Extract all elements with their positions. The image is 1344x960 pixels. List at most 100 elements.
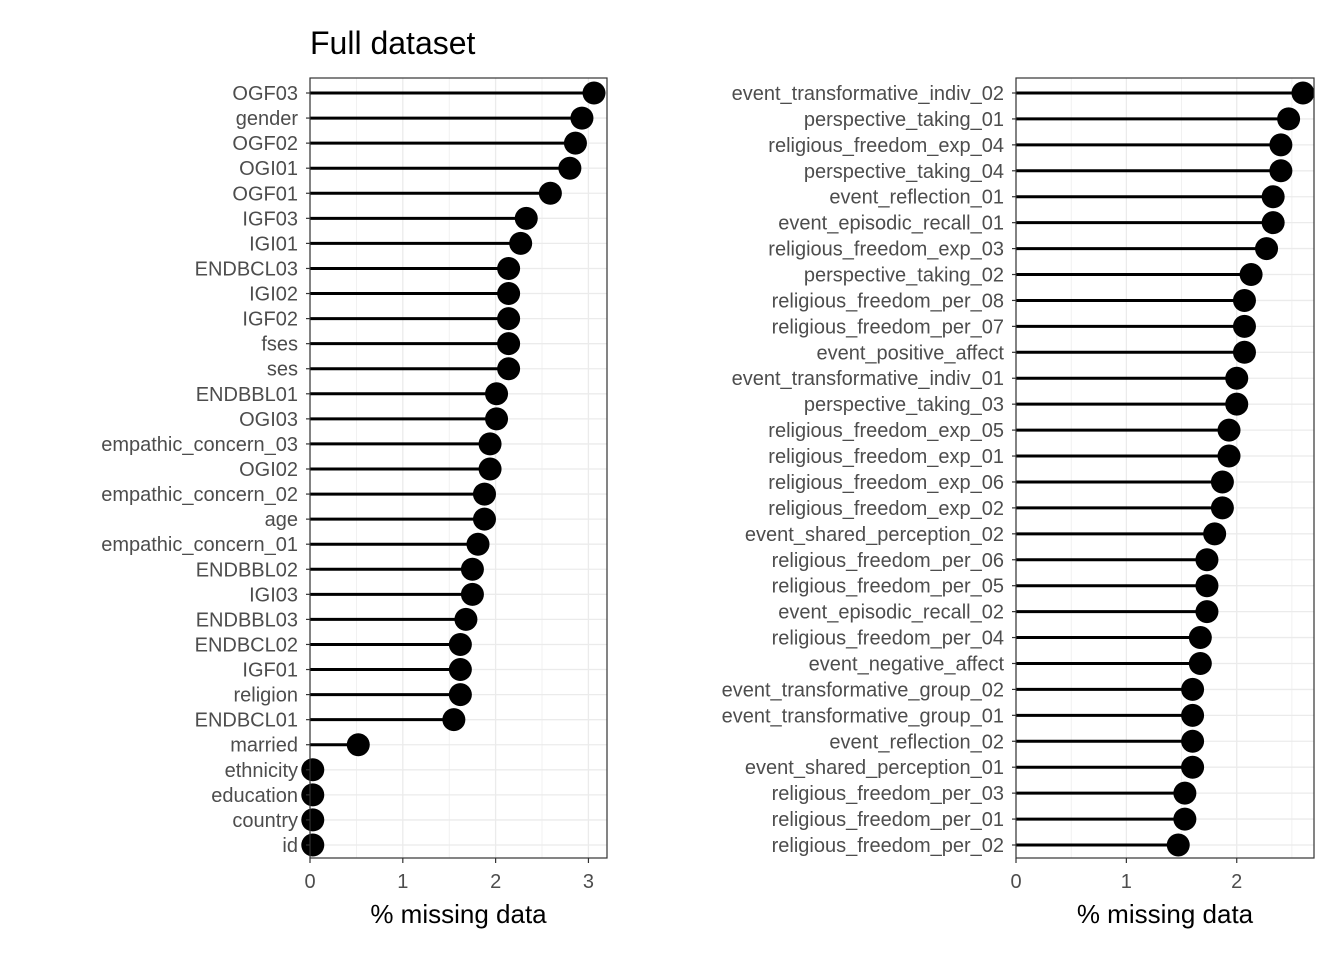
category-label: IGF03 [242, 208, 298, 230]
x-axis-ticks: 0 1 2 3 [304, 858, 594, 893]
x-tick-label: 3 [583, 871, 594, 893]
lollipop-point [570, 106, 594, 130]
lollipop-point [1261, 185, 1285, 209]
lollipop-point [1188, 651, 1212, 675]
category-label: religious_freedom_exp_04 [768, 135, 1004, 157]
lollipop-point [478, 457, 502, 481]
category-label: religious_freedom_exp_06 [768, 472, 1004, 494]
category-label: event_transformative_indiv_01 [732, 368, 1004, 390]
lollipop-point [1269, 159, 1293, 183]
lollipop-point [1195, 600, 1219, 624]
lollipop-point [1166, 833, 1190, 857]
lollipop-point [448, 658, 472, 682]
category-label: OGF03 [232, 83, 298, 105]
lollipop-point [558, 156, 582, 180]
category-label: id [282, 835, 298, 857]
lollipop-point [301, 833, 325, 857]
lollipop-point [448, 683, 472, 707]
category-label: ses [267, 359, 298, 381]
category-label: OGI02 [239, 459, 298, 481]
lollipop-point [1269, 133, 1293, 157]
category-label: married [230, 735, 298, 757]
lollipop-point [1261, 211, 1285, 235]
lollipop-point [1291, 81, 1315, 105]
lollipop-point [301, 758, 325, 782]
category-label: religious_freedom_exp_02 [768, 498, 1004, 520]
category-label: empathic_concern_03 [101, 434, 298, 456]
panel-background [1016, 78, 1314, 858]
category-label: IGF02 [242, 309, 298, 331]
lollipop-point [1195, 574, 1219, 598]
category-label: OGF02 [232, 133, 298, 155]
category-label: event_episodic_recall_02 [778, 602, 1004, 624]
category-labels: OGF03 gender OGF02 OGI01 OGF01 IGF03 IGI01 ENDB… [101, 83, 310, 857]
lollipop-point [454, 607, 478, 631]
lollipop-point [538, 181, 562, 205]
category-label: perspective_taking_03 [804, 394, 1004, 416]
category-label: event_reflection_02 [829, 731, 1004, 753]
category-label: religious_freedom_per_08 [772, 290, 1004, 312]
lollipop-point [1203, 522, 1227, 546]
category-label: event_transformative_group_01 [722, 705, 1004, 727]
lollipop-point [1232, 340, 1256, 364]
category-label: IGI03 [249, 584, 298, 606]
category-label: religious_freedom_per_06 [772, 550, 1004, 572]
lollipop-point [1217, 418, 1241, 442]
category-label: ENDBCL03 [195, 258, 298, 280]
category-label: event_positive_affect [816, 342, 1004, 364]
category-label: ENDBBL01 [196, 384, 298, 406]
category-label: age [265, 509, 298, 531]
x-tick-label: 1 [397, 871, 408, 893]
x-tick-label: 0 [304, 871, 315, 893]
lollipop-point [1173, 807, 1197, 831]
category-label: religious_freedom_exp_05 [768, 420, 1004, 442]
lollipop-point [478, 432, 502, 456]
lollipop-point [563, 131, 587, 155]
lollipop-point [1255, 237, 1279, 261]
category-label: ENDBBL02 [196, 559, 298, 581]
panel-event-items: event_transformative_indiv_02 perspective… [722, 77, 1315, 929]
panel-border [1015, 77, 1315, 859]
category-label: perspective_taking_04 [804, 161, 1004, 183]
lollipop-point [1210, 470, 1234, 494]
lollipop-point [466, 532, 490, 556]
lollipop-point [1188, 626, 1212, 650]
lollipop-point [346, 733, 370, 757]
x-tick-label: 2 [490, 871, 501, 893]
category-label: perspective_taking_02 [804, 265, 1004, 287]
category-label: religious_freedom_per_02 [772, 835, 1004, 857]
lollipop-point [582, 81, 606, 105]
category-label: IGF01 [242, 660, 298, 682]
lollipop-point [1217, 444, 1241, 468]
category-label: OGI01 [239, 158, 298, 180]
category-label: event_shared_perception_01 [745, 757, 1004, 779]
lollipop-point [514, 206, 538, 230]
lollipop-point [1225, 366, 1249, 390]
lollipop-point [497, 332, 521, 356]
x-axis-ticks: 0 1 2 [1010, 858, 1242, 893]
lollipop-point [460, 582, 484, 606]
lollipop-point [485, 382, 509, 406]
category-label: religious_freedom_per_05 [772, 576, 1004, 598]
lollipop-point [1181, 729, 1205, 753]
lollipop-point [497, 357, 521, 381]
category-label: religious_freedom_per_04 [772, 628, 1004, 650]
category-label: event_episodic_recall_01 [778, 213, 1004, 235]
panel-border [309, 77, 608, 859]
x-tick-label: 1 [1121, 871, 1132, 893]
lollipop-point [509, 231, 533, 255]
category-label: gender [236, 108, 299, 130]
category-label: event_shared_perception_02 [745, 524, 1004, 546]
category-label: religious_freedom_per_03 [772, 783, 1004, 805]
lollipop-point [1181, 755, 1205, 779]
category-label: IGI01 [249, 233, 298, 255]
x-tick-label: 2 [1231, 871, 1242, 893]
category-label: ENDBBL03 [196, 609, 298, 631]
lollipop-point [472, 482, 496, 506]
category-label: event_transformative_group_02 [722, 679, 1004, 701]
category-label: religious_freedom_per_07 [772, 316, 1004, 338]
x-axis-title: % missing data [1077, 899, 1254, 929]
lollipops [301, 81, 606, 857]
lollipop-point [1232, 288, 1256, 312]
